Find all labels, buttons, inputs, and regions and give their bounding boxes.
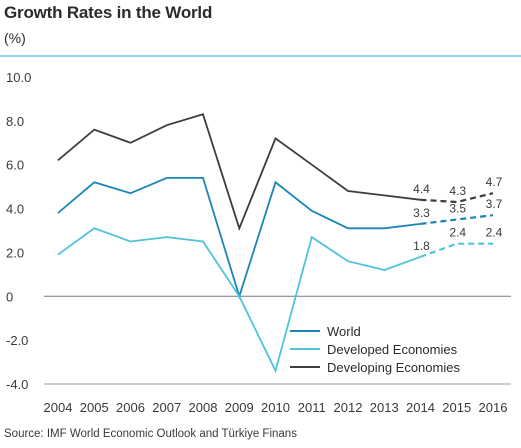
- data-label: 4.7: [486, 175, 503, 189]
- x-tick-label: 2015: [442, 400, 471, 415]
- y-tick-label: 0: [6, 289, 13, 304]
- data-label: 3.3: [413, 206, 430, 220]
- x-tick-label: 2008: [189, 400, 218, 415]
- series-forecast-line: [420, 242, 493, 258]
- x-tick-label: 2013: [370, 400, 399, 415]
- y-tick-label: 8.0: [6, 114, 24, 129]
- x-tick-label: 2014: [406, 400, 435, 415]
- data-label: 4.3: [449, 184, 466, 198]
- y-tick-label: 6.0: [6, 158, 24, 173]
- x-tick-label: 2005: [80, 400, 109, 415]
- data-label: 3.5: [449, 202, 466, 216]
- data-label: 4.4: [413, 182, 430, 196]
- series-line: [57, 176, 421, 300]
- y-tick-label: 4.0: [6, 202, 24, 217]
- legend-label: World: [327, 324, 361, 339]
- x-tick-label: 2012: [334, 400, 363, 415]
- y-tick-label: -2.0: [6, 333, 28, 348]
- y-tick-label: -4.0: [6, 377, 28, 392]
- series-forecast-line: [420, 192, 494, 204]
- x-tick-label: 2007: [152, 400, 181, 415]
- y-tick-label: 2.0: [6, 245, 24, 260]
- legend-label: Developing Economies: [327, 360, 460, 375]
- series-forecast-line: [420, 214, 494, 225]
- x-tick-label: 2010: [261, 400, 290, 415]
- series-line: [57, 227, 421, 374]
- x-tick-label: 2009: [225, 400, 254, 415]
- chart-title: Growth Rates in the World: [4, 3, 213, 22]
- x-tick-label: 2006: [116, 400, 145, 415]
- data-label: 2.4: [486, 226, 503, 240]
- data-label: 1.8: [413, 239, 430, 253]
- unit-label: (%): [4, 30, 26, 46]
- x-tick-label: 2004: [44, 400, 73, 415]
- x-tick-label: 2016: [479, 400, 508, 415]
- source-note: Source: IMF World Economic Outlook and T…: [4, 428, 297, 440]
- data-label: 2.4: [449, 226, 466, 240]
- legend-label: Developed Economies: [327, 342, 458, 357]
- y-tick-label: 10.0: [6, 70, 31, 85]
- series-line: [57, 113, 421, 231]
- x-tick-label: 2011: [298, 400, 326, 415]
- data-label: 3.7: [486, 197, 503, 211]
